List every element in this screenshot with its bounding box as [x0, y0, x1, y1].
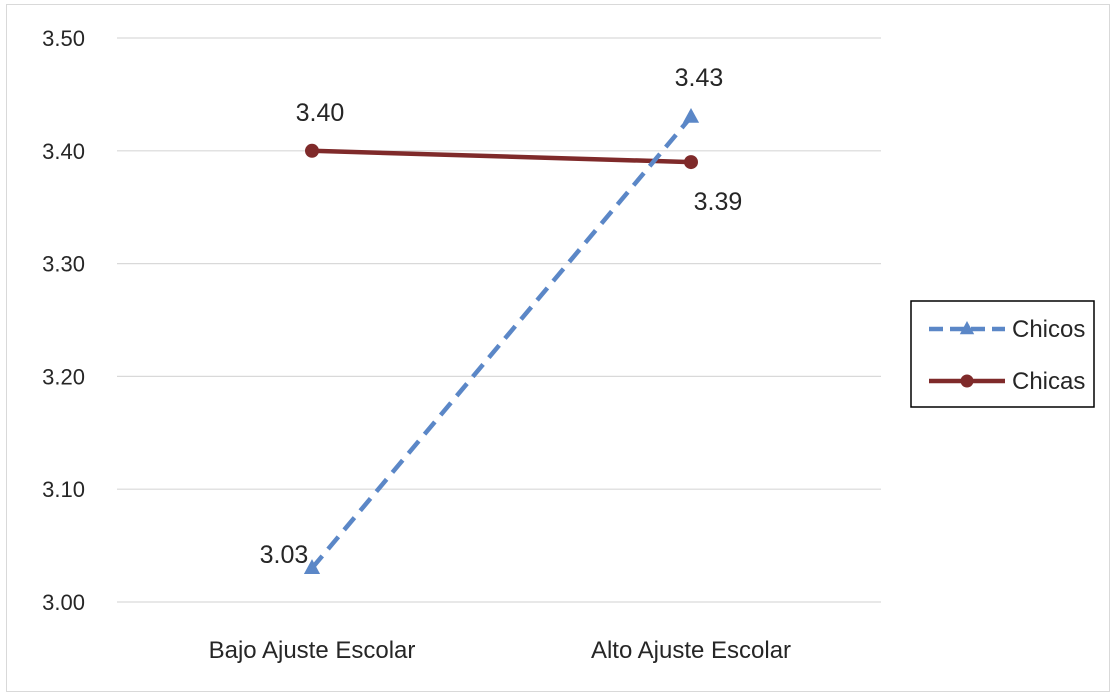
legend-chicos-label: Chicos [1012, 316, 1085, 343]
y-tick-label: 3.30 [42, 252, 85, 277]
y-axis: 3.00 3.10 3.20 3.30 3.40 3.50 [42, 26, 85, 615]
chicas-data-label: 3.40 [296, 99, 345, 127]
y-tick-label: 3.40 [42, 139, 85, 164]
y-tick-label: 3.50 [42, 26, 85, 51]
legend-box [910, 300, 1095, 408]
chicos-marker [682, 107, 700, 123]
chicos-data-label: 3.43 [675, 64, 724, 92]
chicas-data-label: 3.39 [694, 188, 743, 216]
gridlines [117, 37, 881, 603]
chicos-marker [303, 559, 321, 575]
legend-chicas-marker [960, 374, 974, 388]
legend-chicas-label: Chicas [1012, 368, 1085, 395]
x-category-label: Bajo Ajuste Escolar [209, 637, 416, 664]
x-category-label: Alto Ajuste Escolar [591, 637, 791, 664]
chicas-marker [305, 143, 319, 158]
y-tick-label: 3.00 [42, 590, 85, 615]
line-chart: 3.00 3.10 3.20 3.30 3.40 3.50 Bajo Ajuste Esc… [42, 26, 1095, 664]
chicas-line [309, 148, 694, 165]
y-tick-label: 3.20 [42, 364, 85, 389]
legend-chicos-marker [959, 321, 975, 335]
chicos-data-label: 3.03 [260, 541, 309, 569]
chicos-line [310, 115, 693, 570]
x-axis: Bajo Ajuste Escolar Alto Ajuste Escolar [209, 637, 791, 664]
y-tick-label: 3.10 [42, 477, 85, 502]
series-layer: 3.40 3.39 3.03 3.43 [260, 64, 743, 575]
legend: Chicos Chicas [910, 300, 1095, 408]
chart-frame: 3.00 3.10 3.20 3.30 3.40 3.50 Bajo Ajuste Esc… [6, 4, 1110, 692]
chicas-marker [684, 155, 698, 170]
